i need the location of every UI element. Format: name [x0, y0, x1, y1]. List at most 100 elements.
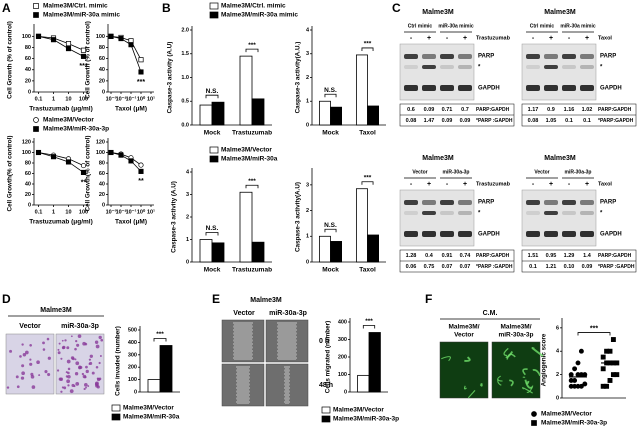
band-label: PARP [600, 54, 616, 60]
y-tick-label: 400 [128, 340, 137, 346]
treatment-sign: - [532, 181, 535, 188]
band [580, 65, 594, 69]
band [404, 211, 418, 215]
bracket [245, 184, 259, 189]
legend-label: Malme3M/miR-30a-3p [333, 416, 399, 423]
blot-group: miR-30a mimic [560, 23, 596, 29]
band [404, 65, 418, 69]
x-tick-label: Trastuzumab [232, 267, 272, 274]
y-axis-label: Cell Growth (% of control) [85, 21, 92, 99]
treatment-sign: + [549, 181, 553, 188]
cell-dot [66, 346, 70, 350]
y-tick-label: 120 [22, 139, 31, 145]
ratio-cell: 0.08 [406, 118, 417, 124]
vessel [463, 385, 467, 390]
ratio-cell: 0.9 [547, 107, 555, 113]
y-tick-label: 0 [344, 389, 347, 395]
significance: ** [138, 178, 144, 185]
marker [108, 149, 114, 156]
blot-title: Malme3M [422, 155, 454, 162]
cell-dot [71, 383, 75, 388]
photo-title: Malme3M [250, 297, 282, 304]
cell-dot [29, 362, 33, 366]
marker [582, 381, 588, 387]
photo-title: C.M. [483, 310, 498, 317]
series-line [110, 152, 142, 172]
ratio-cell: 0.74 [460, 253, 472, 259]
significance: *** [364, 174, 372, 181]
blot-membrane [521, 189, 597, 247]
y-tick-label: 20 [25, 192, 31, 198]
y-tick-label: 0 [306, 122, 309, 128]
significance: *** [156, 331, 164, 338]
x-tick-label: 1 [52, 209, 55, 215]
photo-column-label: Malme3M/ [500, 324, 531, 331]
ratio-cell: 0.09 [442, 118, 453, 124]
cell-dot [60, 390, 63, 393]
band [544, 54, 558, 59]
marker [80, 163, 87, 169]
significance: *** [248, 42, 256, 49]
blot-title: Malme3M [544, 155, 576, 162]
cell-dot [67, 374, 71, 379]
band [440, 200, 454, 205]
vessel [531, 346, 544, 357]
band [458, 85, 472, 91]
cell-dot [70, 335, 73, 338]
cell-dot [42, 348, 46, 351]
x-tick-label: Taxol [359, 130, 376, 137]
significance: *** [364, 41, 372, 48]
y-tick-label: 500 [128, 327, 137, 333]
cell-dot [16, 385, 20, 389]
legend-label: Malme3M/miR-30a [123, 414, 180, 421]
y-tick-label: 3 [306, 182, 309, 188]
significance: ** [81, 179, 87, 186]
vessel [521, 387, 533, 394]
y-tick-label: 60 [25, 171, 31, 177]
vessel [441, 356, 451, 362]
cell-dot [89, 354, 93, 358]
cell-dot [77, 334, 82, 338]
band [440, 85, 454, 91]
y-axis-label: Cells invaded (number) [115, 326, 122, 396]
photo-column-label: miR-30a-3p [61, 323, 99, 330]
bracket [361, 181, 374, 185]
panel-letter: D [2, 292, 11, 306]
legend-swatch [209, 146, 219, 154]
bar [211, 242, 225, 263]
cell-dot [29, 358, 32, 361]
series-line [38, 152, 84, 166]
series-line [38, 35, 84, 51]
cell-dot [85, 365, 88, 369]
y-tick-label: 4 [186, 169, 190, 175]
y-tick-label: 60 [99, 171, 105, 177]
photo-column-label: Malme3M/ [448, 324, 479, 331]
legend-label: Malme3M/Vector [541, 411, 592, 418]
y-tick-label: 40 [99, 67, 105, 73]
treatment-sign: - [568, 35, 571, 42]
ratio-cell: 1.21 [546, 264, 557, 270]
marker [607, 348, 613, 354]
cell-dot [65, 375, 69, 378]
blot-title: Malme3M [544, 9, 576, 16]
photo-row-label: 0 h [319, 338, 329, 345]
cell-dot [95, 381, 99, 386]
y-tick-label: 0 [102, 202, 105, 208]
cell-dot [38, 374, 41, 377]
band [562, 231, 576, 237]
marker [65, 46, 72, 52]
x-tick-label: 10⁻² [116, 208, 127, 215]
x-tick-label: 100 [79, 96, 88, 102]
band [562, 85, 576, 91]
cell-dot [78, 366, 82, 370]
cell-dot [94, 340, 99, 344]
band [526, 85, 540, 91]
x-tick-label: 10 [65, 96, 71, 102]
cell-dot [95, 344, 100, 349]
y-tick-label: 0 [28, 202, 31, 208]
y-tick-label: 40 [25, 67, 31, 73]
y-axis-label: Caspase-3 activity (A.U) [171, 181, 178, 253]
cell-dot [20, 376, 25, 380]
treatment-label: Trastuzumab [476, 35, 511, 41]
band [440, 65, 454, 69]
